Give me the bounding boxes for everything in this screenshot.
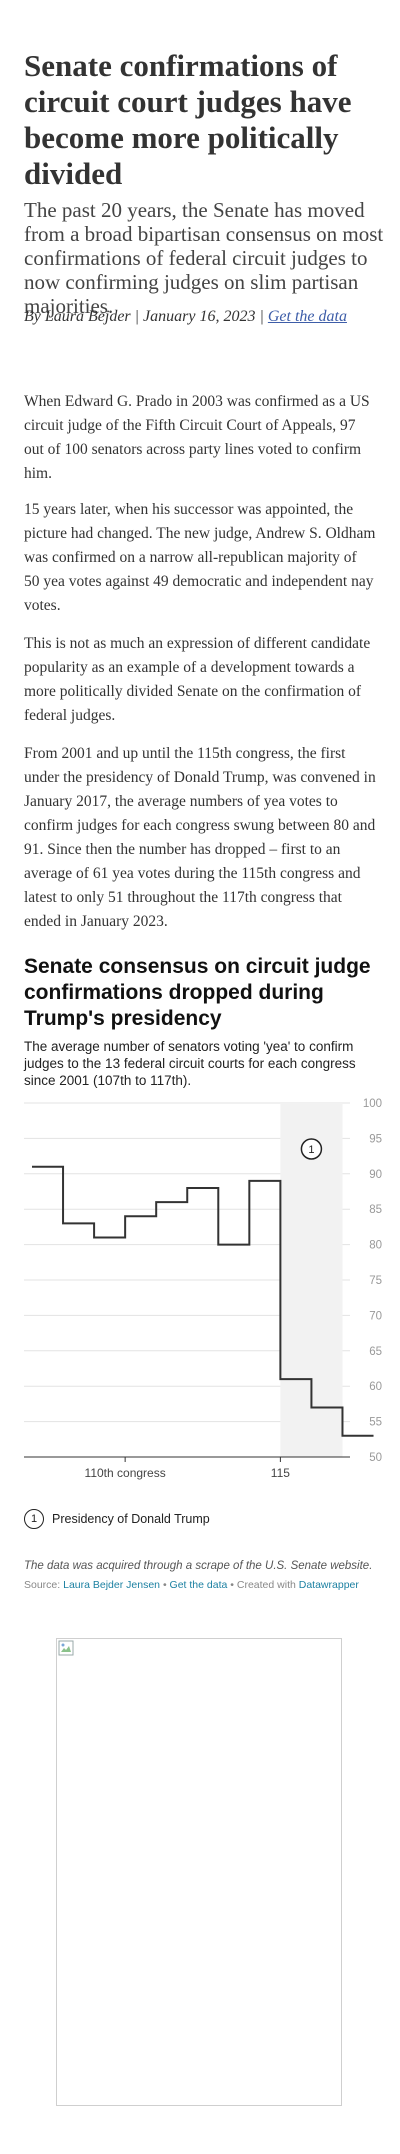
y-tick-label: 60 xyxy=(369,1381,382,1393)
article-dek: The past 20 years, the Senate has moved … xyxy=(24,198,384,318)
source-author-link[interactable]: Laura Bejder Jensen xyxy=(63,1579,161,1591)
y-tick-label: 100 xyxy=(363,1098,382,1110)
series-line-path xyxy=(32,1165,374,1437)
y-axis-ticks: 50 55 60 65 70 75 80 85 90 95 100 xyxy=(363,1098,382,1464)
y-tick-label: 80 xyxy=(369,1240,382,1252)
chart-title: Senate consensus on circuit judge confir… xyxy=(24,955,371,1030)
paragraph-4: From 2001 and up until the 115th congres… xyxy=(24,745,376,930)
paragraph-1: When Edward G. Prado in 2003 was confirm… xyxy=(24,393,370,482)
datawrapper-link[interactable]: Datawrapper xyxy=(298,1579,359,1591)
y-tick-label: 70 xyxy=(369,1310,382,1322)
embedded-image-placeholder xyxy=(56,1638,342,2106)
legend-label: Presidency of Donald Trump xyxy=(52,1512,210,1526)
x-tick-label: 115 xyxy=(271,1466,290,1480)
source-data-link[interactable]: Get the data xyxy=(169,1579,228,1591)
annotation-circle xyxy=(300,1138,323,1160)
broken-image-icon xyxy=(58,1640,74,1656)
source-separator: • xyxy=(162,1579,167,1591)
chart-description: The average number of senators voting 'y… xyxy=(24,1039,356,1088)
y-tick-label: 75 xyxy=(369,1275,382,1287)
y-tick-label: 55 xyxy=(369,1417,382,1429)
paragraph-2: 15 years later, when his successor was a… xyxy=(24,501,376,614)
legend-marker: 1 xyxy=(24,1509,44,1529)
chart-note: The data was acquired through a scrape o… xyxy=(24,1560,373,1572)
x-tick-label: 110th congress xyxy=(85,1466,166,1480)
y-tick-label: 50 xyxy=(369,1452,382,1464)
source-prefix: Source: xyxy=(24,1579,61,1591)
legend: 1 Presidency of Donald Trump xyxy=(24,1509,210,1529)
y-tick-label: 65 xyxy=(369,1346,382,1358)
byline-text: By Laura Bejder | January 16, 2023 | xyxy=(24,308,264,325)
source-created: Created with xyxy=(236,1579,296,1591)
article-title: Senate confirmations of circuit court ju… xyxy=(24,48,352,191)
y-tick-label: 90 xyxy=(369,1169,382,1181)
y-tick-label: 95 xyxy=(369,1133,382,1145)
byline: By Laura Bejder | January 16, 2023 | Get… xyxy=(24,306,384,328)
series-line xyxy=(32,1165,374,1437)
x-axis: 110th congress 115 xyxy=(24,1456,350,1480)
source-separator: • xyxy=(230,1579,234,1591)
chart-source: Source: Laura Bejder Jensen • Get the da… xyxy=(24,1578,384,1592)
get-data-link[interactable]: Get the data xyxy=(267,308,347,325)
annotation: 1 xyxy=(300,1138,323,1160)
annotation-label: 1 xyxy=(308,1144,314,1156)
y-tick-label: 85 xyxy=(369,1204,382,1216)
paragraph-3: This is not as much an expression of dif… xyxy=(24,635,371,724)
